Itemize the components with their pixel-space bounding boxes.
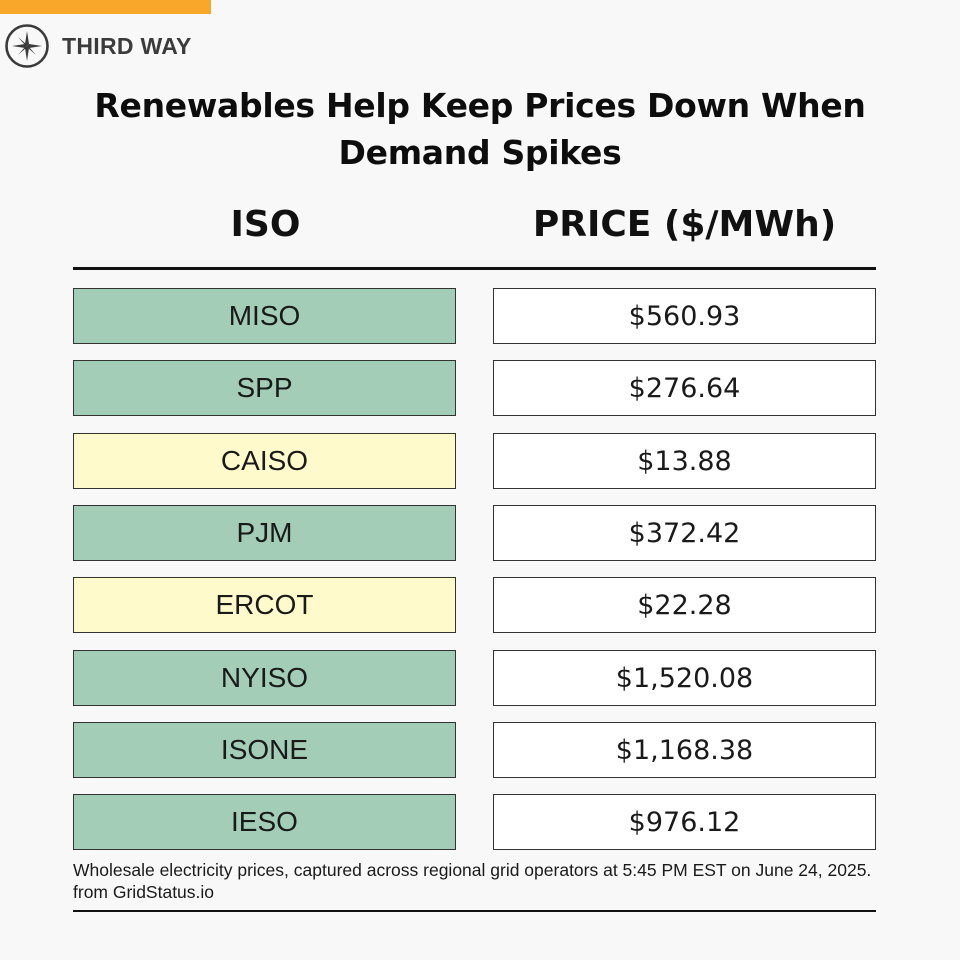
compass-star-icon — [5, 24, 49, 68]
table-row: CAISO $13.88 — [73, 433, 876, 489]
price-cell: $22.28 — [493, 577, 876, 633]
table-row: NYISO $1,520.08 — [73, 650, 876, 706]
iso-cell: IESO — [73, 794, 456, 850]
price-cell: $276.64 — [493, 360, 876, 416]
brand-name: THIRD WAY — [62, 32, 192, 59]
header-divider — [73, 267, 876, 270]
table-row: PJM $372.42 — [73, 505, 876, 561]
price-cell: $1,168.38 — [493, 722, 876, 778]
table-row: ERCOT $22.28 — [73, 577, 876, 633]
iso-cell: SPP — [73, 360, 456, 416]
iso-cell: ERCOT — [73, 577, 456, 633]
table-row: ISONE $1,168.38 — [73, 722, 876, 778]
price-cell: $13.88 — [493, 433, 876, 489]
table-row: MISO $560.93 — [73, 288, 876, 344]
iso-cell: CAISO — [73, 433, 456, 489]
price-cell: $372.42 — [493, 505, 876, 561]
iso-cell: NYISO — [73, 650, 456, 706]
column-header-iso: ISO — [230, 204, 301, 245]
table-row: IESO $976.12 — [73, 794, 876, 850]
footnote: Wholesale electricity prices, captured a… — [73, 860, 872, 902]
price-cell: $976.12 — [493, 794, 876, 850]
iso-cell: ISONE — [73, 722, 456, 778]
price-cell: $1,520.08 — [493, 650, 876, 706]
price-cell: $560.93 — [493, 288, 876, 344]
accent-bar — [0, 0, 211, 14]
chart-title: Renewables Help Keep Prices Down When De… — [94, 86, 866, 172]
footer-divider — [73, 910, 876, 912]
table-row: SPP $276.64 — [73, 360, 876, 416]
iso-cell: MISO — [73, 288, 456, 344]
brand-logo: THIRD WAY — [4, 23, 192, 69]
column-header-price: PRICE ($/MWh) — [532, 204, 837, 245]
iso-cell: PJM — [73, 505, 456, 561]
